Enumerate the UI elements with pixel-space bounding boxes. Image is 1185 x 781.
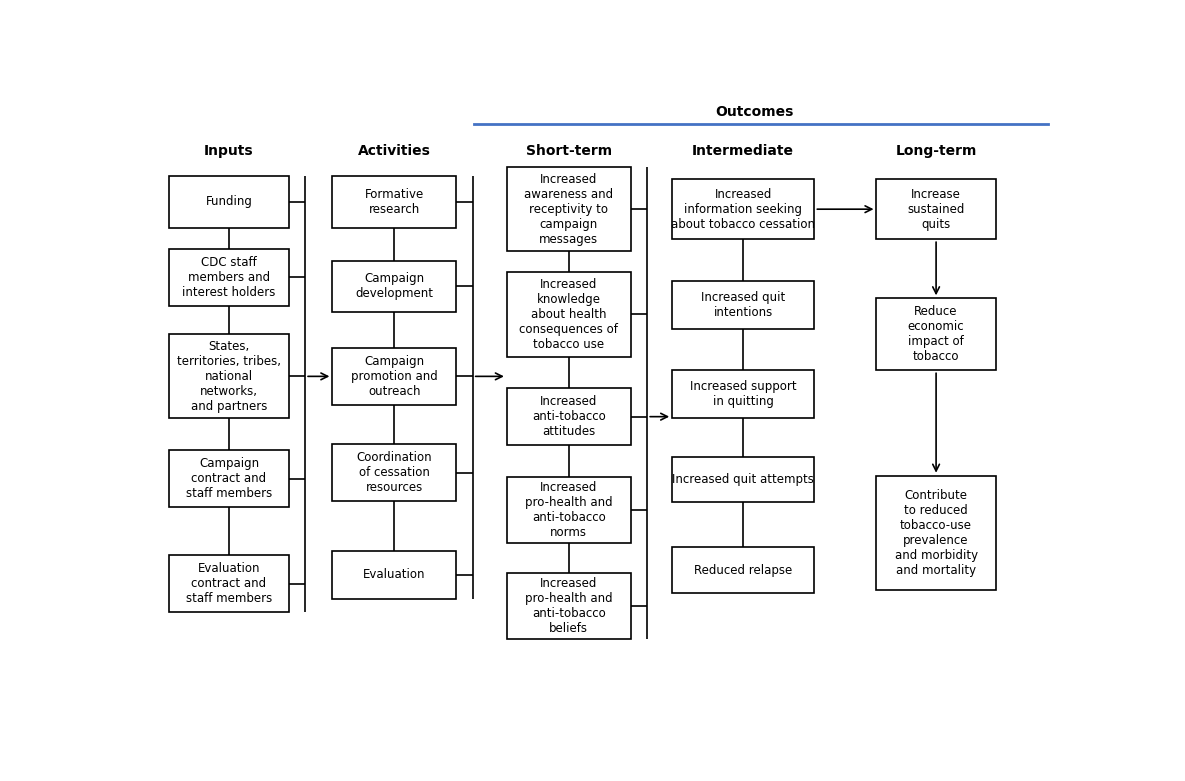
Text: Increased
information seeking
about tobacco cessation: Increased information seeking about toba…: [671, 187, 815, 230]
Bar: [507, 388, 630, 445]
Text: Increased quit
intentions: Increased quit intentions: [702, 291, 786, 319]
Bar: [877, 298, 995, 370]
Bar: [169, 450, 289, 507]
Text: Contribute
to reduced
tobacco-use
prevalence
and morbidity
and mortality: Contribute to reduced tobacco-use preval…: [895, 489, 978, 576]
Text: Activities: Activities: [358, 144, 430, 158]
Bar: [507, 573, 630, 639]
Text: Long-term: Long-term: [896, 144, 976, 158]
Bar: [169, 177, 289, 227]
Bar: [877, 476, 995, 590]
Bar: [332, 177, 456, 227]
Text: Evaluation: Evaluation: [363, 569, 425, 581]
Bar: [332, 551, 456, 599]
Bar: [332, 348, 456, 405]
Text: Coordination
of cessation
resources: Coordination of cessation resources: [357, 451, 433, 494]
Text: States,
territories, tribes,
national
networks,
and partners: States, territories, tribes, national ne…: [177, 340, 281, 413]
Text: Increased support
in quitting: Increased support in quitting: [690, 380, 796, 408]
Text: Formative
research: Formative research: [365, 188, 424, 216]
Bar: [877, 179, 995, 239]
Text: Increase
sustained
quits: Increase sustained quits: [908, 187, 965, 230]
Bar: [169, 555, 289, 612]
Bar: [507, 476, 630, 543]
Bar: [507, 167, 630, 251]
Text: Reduced relapse: Reduced relapse: [694, 564, 793, 576]
Text: CDC staff
members and
interest holders: CDC staff members and interest holders: [182, 255, 276, 298]
Bar: [169, 334, 289, 419]
Text: Campaign
development: Campaign development: [356, 272, 434, 300]
Bar: [672, 457, 814, 502]
Bar: [672, 281, 814, 330]
Text: Reduce
economic
impact of
tobacco: Reduce economic impact of tobacco: [908, 305, 965, 363]
Text: Increased
anti-tobacco
attitudes: Increased anti-tobacco attitudes: [532, 395, 606, 438]
Text: Inputs: Inputs: [204, 144, 254, 158]
Text: Increased
knowledge
about health
consequences of
tobacco use: Increased knowledge about health consequ…: [519, 278, 619, 351]
Text: Campaign
contract and
staff members: Campaign contract and staff members: [186, 457, 273, 500]
Text: Outcomes: Outcomes: [715, 105, 794, 119]
Text: Increased
pro-health and
anti-tobacco
norms: Increased pro-health and anti-tobacco no…: [525, 481, 613, 539]
Text: Increased
awareness and
receptivity to
campaign
messages: Increased awareness and receptivity to c…: [524, 173, 614, 246]
Text: Intermediate: Intermediate: [692, 144, 794, 158]
Text: Short-term: Short-term: [526, 144, 611, 158]
Text: Increased
pro-health and
anti-tobacco
beliefs: Increased pro-health and anti-tobacco be…: [525, 577, 613, 635]
Bar: [332, 444, 456, 501]
Bar: [672, 547, 814, 593]
Text: Evaluation
contract and
staff members: Evaluation contract and staff members: [186, 562, 273, 605]
Bar: [672, 179, 814, 239]
Text: Funding: Funding: [205, 195, 252, 209]
Bar: [332, 261, 456, 312]
Bar: [169, 248, 289, 305]
Text: Increased quit attempts: Increased quit attempts: [672, 473, 814, 487]
Text: Campaign
promotion and
outreach: Campaign promotion and outreach: [351, 355, 437, 398]
Bar: [672, 370, 814, 419]
Bar: [507, 273, 630, 356]
